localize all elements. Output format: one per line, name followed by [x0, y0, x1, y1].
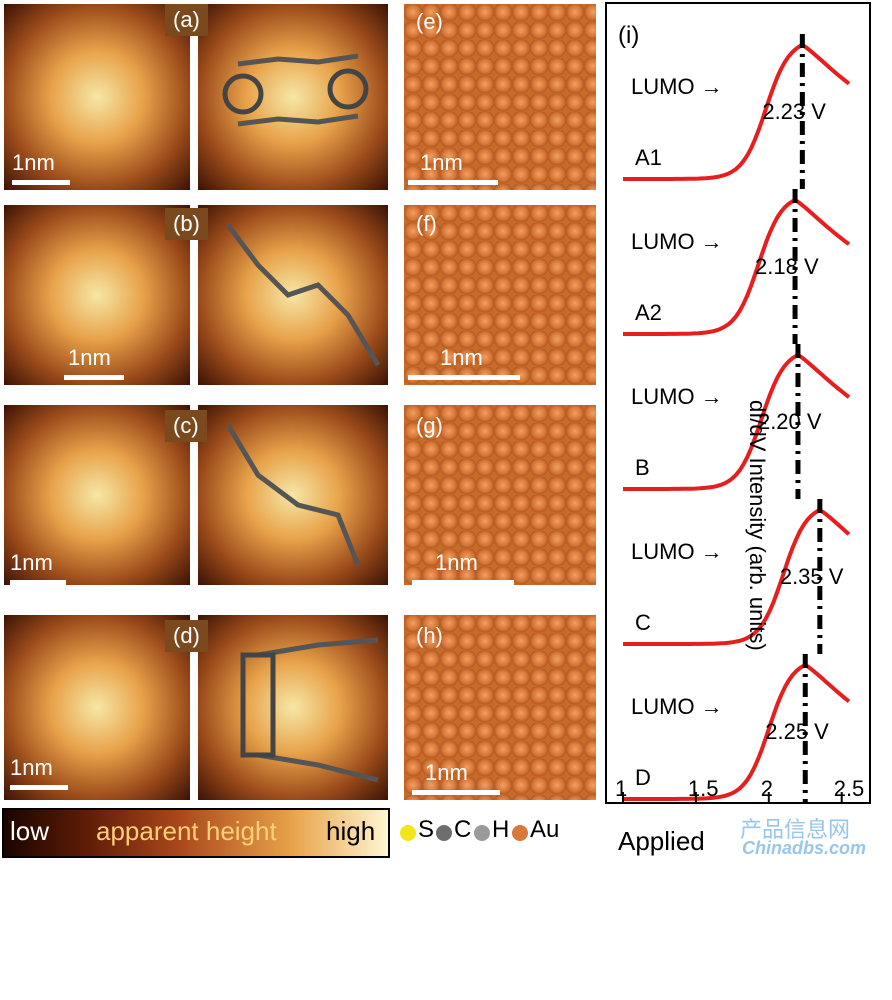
spectrum-trace-A1: [623, 43, 851, 181]
voltage-label-D: 2.25 V: [765, 719, 829, 744]
panel-label-i: (i): [618, 22, 640, 49]
spectrum-trace-B: [623, 353, 851, 491]
lumo-label-D: LUMO →: [631, 694, 723, 719]
panel-label-g: (g): [416, 413, 443, 438]
scale-label-b: 1nm: [68, 345, 111, 370]
model-panel-f: [404, 205, 596, 385]
voltage-label-A1: 2.23 V: [762, 99, 826, 124]
scale-bar-a: [12, 180, 70, 185]
height-colorbar: [2, 808, 390, 858]
atom-au-label: Au: [530, 816, 560, 843]
atom-au-dot: [512, 825, 528, 841]
spectrum-trace-C: [623, 508, 851, 646]
lumo-label-B: LUMO →: [631, 384, 723, 409]
spectra-panel: A1 LUMO → 2.23 V A2 LUMO → 2.18 V B LUMO → 2.20 …: [605, 2, 871, 809]
stm-image-c-left: [4, 405, 190, 585]
molecule-overlay-b: [226, 223, 381, 367]
xtick-label: 1: [615, 776, 627, 801]
atom-c-label: C: [454, 816, 472, 843]
watermark-en: Chinadbs.com: [742, 838, 867, 858]
watermark-cn: 产品信息网: [740, 817, 851, 842]
molecule-overlay-d: [240, 637, 379, 783]
scale-label-g: 1nm: [435, 550, 478, 575]
voltage-label-B: 2.20 V: [758, 409, 822, 434]
panel-label-h: (h): [416, 623, 443, 648]
panel-label-f: (f): [416, 211, 437, 236]
stm-image-d-right: [198, 615, 388, 800]
molecule-overlay-c: [225, 423, 361, 566]
stm-image-a-right: [198, 4, 388, 190]
voltage-label-A2: 2.18 V: [755, 254, 819, 279]
spectra-plot: A1 LUMO → 2.23 V A2 LUMO → 2.18 V B LUMO → 2.20 …: [615, 34, 865, 809]
panel-label-b: (b): [165, 208, 208, 240]
xtick-label: 2.5: [834, 776, 865, 801]
legend-low: low: [10, 816, 50, 846]
spectra-xlabel: Applied: [618, 826, 705, 856]
panel-label-a: (a): [165, 4, 208, 36]
scale-bar-g: [412, 580, 514, 585]
atom-c-dot: [436, 825, 452, 841]
voltage-label-C: 2.35 V: [780, 564, 844, 589]
lumo-label-A1: LUMO →: [631, 74, 723, 99]
lumo-label-C: LUMO →: [631, 539, 723, 564]
model-panel-h: [404, 615, 596, 800]
stm-image-a-left: [4, 4, 190, 190]
model-panel-g: [404, 405, 596, 585]
atom-h-dot: [474, 825, 490, 841]
trace-name-C: C: [635, 610, 651, 635]
atom-s-dot: [400, 825, 416, 841]
trace-name-B: B: [635, 455, 650, 480]
scale-bar-h: [412, 790, 500, 795]
lumo-label-A2: LUMO →: [631, 229, 723, 254]
scale-bar-c: [10, 580, 66, 585]
scale-bar-f: [408, 375, 520, 380]
atom-h-label: H: [492, 816, 510, 843]
panel-label-e: (e): [416, 9, 443, 34]
spectra-ylabel: dI/dV Intensity (arb. units): [745, 400, 770, 651]
scale-label-f: 1nm: [440, 345, 483, 370]
trace-name-D: D: [635, 765, 651, 790]
scale-label-e: 1nm: [420, 150, 463, 175]
panel-label-c: (c): [165, 410, 207, 442]
trace-name-A2: A2: [635, 300, 662, 325]
xtick-label: 1.5: [688, 776, 719, 801]
molecule-overlay-a: [222, 53, 369, 127]
scale-label-d: 1nm: [10, 755, 53, 780]
scale-bar-e: [408, 180, 498, 185]
stm-image-d-left: [4, 615, 190, 800]
scale-label-c: 1nm: [10, 550, 53, 575]
spectrum-trace-D: [623, 663, 851, 801]
legend-high: high: [326, 816, 376, 846]
model-panel-e: [404, 4, 596, 190]
scale-label-a: 1nm: [12, 150, 55, 175]
legend-apparent-height: apparent height: [96, 816, 277, 846]
stm-image-b-left: [4, 205, 190, 385]
xtick-label: 2: [761, 776, 773, 801]
atom-s-label: S: [418, 816, 435, 843]
scale-bar-d: [10, 785, 68, 790]
scale-bar-b: [64, 375, 124, 380]
panel-label-d: (d): [165, 620, 208, 652]
spectrum-trace-A2: [623, 198, 851, 336]
trace-name-A1: A1: [635, 145, 662, 170]
scale-label-h: 1nm: [425, 760, 468, 785]
